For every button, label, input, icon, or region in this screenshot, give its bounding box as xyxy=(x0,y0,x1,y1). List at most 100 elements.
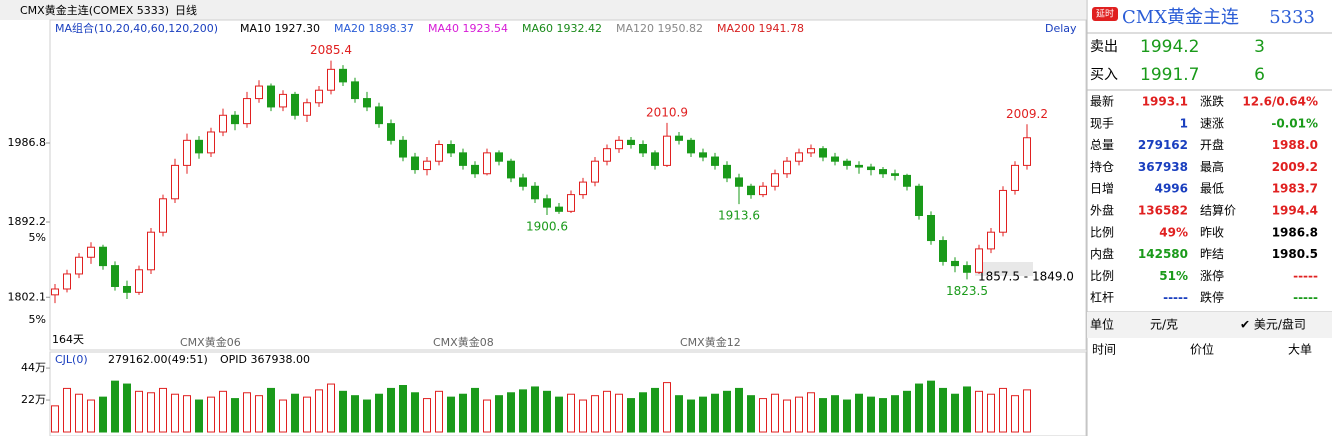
candle-body xyxy=(231,114,239,125)
candle-body xyxy=(207,131,215,154)
y-tick-label: 1802.1 xyxy=(8,290,47,303)
volume-bar xyxy=(279,399,287,433)
volume-bar xyxy=(555,396,563,433)
row-label: 内盘 xyxy=(1090,246,1114,261)
candle-body xyxy=(75,256,83,275)
candle-body xyxy=(795,152,803,162)
row-value: -0.01% xyxy=(1271,116,1318,130)
volume-bar xyxy=(315,389,323,433)
candle-body xyxy=(63,273,71,290)
candle-body xyxy=(711,156,719,166)
pct-label: 5% xyxy=(29,313,46,326)
unit[interactable]: 元/克 xyxy=(1150,318,1178,332)
col-header: 时间 xyxy=(1092,343,1116,357)
candle-body xyxy=(411,156,419,171)
candle-body xyxy=(303,102,311,116)
volume-bar xyxy=(855,393,863,433)
candle-body xyxy=(591,160,599,183)
period[interactable]: 日线 xyxy=(175,3,197,17)
row-label: 总量 xyxy=(1090,138,1114,152)
volume-bar xyxy=(819,398,827,433)
row-value: 1983.7 xyxy=(1272,182,1318,196)
pct-label: 5% xyxy=(29,231,46,244)
volume-bar xyxy=(111,380,119,433)
candle-body xyxy=(939,240,947,262)
volume-info: 279162.00(49:51) xyxy=(108,353,208,366)
unit-alt[interactable]: ✔ 美元/盘司 xyxy=(1240,317,1306,332)
annotation: 1823.5 xyxy=(946,284,988,298)
candle-body xyxy=(423,160,431,171)
row-value: 51% xyxy=(1159,269,1188,283)
toolbar xyxy=(0,0,1086,20)
volume-bar xyxy=(927,380,935,433)
candle-body xyxy=(951,260,959,267)
volume-bar xyxy=(435,390,443,433)
quote-price: 1991.7 xyxy=(1140,65,1199,85)
row-label: 昨结 xyxy=(1200,247,1224,261)
candle-body xyxy=(363,98,371,108)
candle-body xyxy=(195,139,203,154)
volume-bar xyxy=(999,387,1007,433)
candle-body xyxy=(807,148,815,154)
quote-label: 买入 xyxy=(1090,67,1118,83)
ma-group[interactable]: MA组合(10,20,40,60,120,200) xyxy=(55,21,218,35)
chart-title[interactable]: CMX黄金主连(COMEX 5333) xyxy=(20,3,169,17)
volume-bar xyxy=(495,395,503,433)
volume-bar xyxy=(195,399,203,433)
row-value: 1 xyxy=(1180,116,1188,130)
volume-bar xyxy=(579,399,587,433)
row-value: 4996 xyxy=(1155,182,1188,196)
opid: OPID 367938.00 xyxy=(220,353,310,366)
panel-name: CMX黄金主连 xyxy=(1122,7,1239,28)
volume-bar xyxy=(951,393,959,433)
candle-body xyxy=(327,68,335,91)
volume-bar xyxy=(351,395,359,433)
candle-body xyxy=(927,214,935,242)
annotation: 1900.6 xyxy=(526,219,568,233)
candle-body xyxy=(267,85,275,108)
candle-body xyxy=(975,248,983,273)
volume-bar xyxy=(99,396,107,433)
candle-body xyxy=(531,185,539,200)
ma-value: MA200 1941.78 xyxy=(717,22,804,35)
volume-bar xyxy=(363,399,371,433)
volume-bar xyxy=(519,389,527,433)
volume-bar xyxy=(831,395,839,433)
row-value: 2009.2 xyxy=(1272,160,1318,174)
candle-body xyxy=(855,164,863,168)
volume-bar xyxy=(243,392,251,433)
row-label: 比例 xyxy=(1090,269,1114,283)
volume-bar xyxy=(267,387,275,433)
annotation: 2010.9 xyxy=(646,105,688,119)
candle-body xyxy=(111,265,119,287)
row-value: 49% xyxy=(1159,225,1188,239)
row-label: 外盘 xyxy=(1090,203,1114,218)
annotation: 2009.2 xyxy=(1006,107,1048,121)
row-value: ----- xyxy=(1293,269,1318,283)
candle-body xyxy=(735,177,743,187)
candle-body xyxy=(99,246,107,267)
row-value: 1980.5 xyxy=(1272,247,1318,261)
volume-bar xyxy=(1023,389,1031,433)
volume-bar xyxy=(699,396,707,433)
volume-bar xyxy=(891,395,899,433)
candle-body xyxy=(891,173,899,176)
volume-bar xyxy=(711,393,719,433)
row-label: 最高 xyxy=(1200,159,1224,174)
volume-bar xyxy=(447,396,455,433)
row-label: 跌停 xyxy=(1200,290,1224,305)
row-label: 涨跌 xyxy=(1200,94,1224,109)
volume-bar xyxy=(471,387,479,433)
row-label: 最低 xyxy=(1200,182,1224,196)
candle-body xyxy=(51,288,59,296)
volume-bar xyxy=(411,392,419,433)
candle-body xyxy=(159,198,167,233)
ma-value: MA40 1923.54 xyxy=(428,22,508,35)
volume-bar xyxy=(147,392,155,433)
row-label: 日增 xyxy=(1090,182,1114,196)
volume-bar xyxy=(123,383,131,433)
volume-bar xyxy=(963,386,971,433)
volume-bar xyxy=(975,390,983,433)
